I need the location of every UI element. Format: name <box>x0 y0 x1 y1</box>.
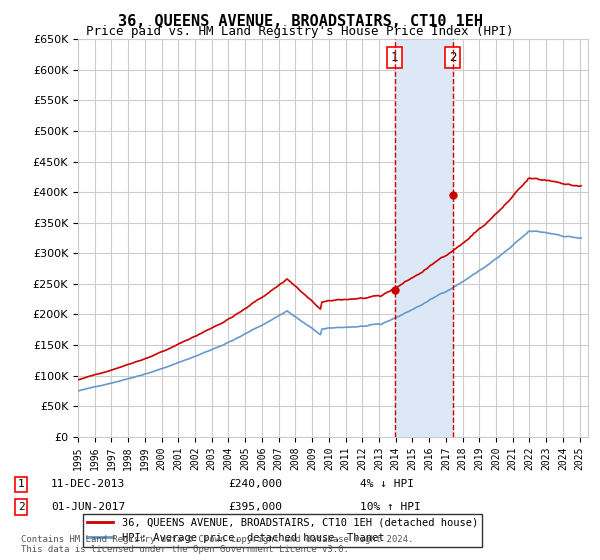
Text: 01-JUN-2017: 01-JUN-2017 <box>51 502 125 512</box>
Text: £395,000: £395,000 <box>228 502 282 512</box>
Text: £240,000: £240,000 <box>228 479 282 489</box>
Text: 2: 2 <box>449 51 457 64</box>
Text: 1: 1 <box>17 479 25 489</box>
Legend: 36, QUEENS AVENUE, BROADSTAIRS, CT10 1EH (detached house), HPI: Average price, d: 36, QUEENS AVENUE, BROADSTAIRS, CT10 1EH… <box>83 514 482 547</box>
Text: 1: 1 <box>391 51 398 64</box>
Text: 2: 2 <box>17 502 25 512</box>
Text: 10% ↑ HPI: 10% ↑ HPI <box>360 502 421 512</box>
Text: Contains HM Land Registry data © Crown copyright and database right 2024.
This d: Contains HM Land Registry data © Crown c… <box>21 535 413 554</box>
Bar <box>395 39 453 437</box>
Text: 36, QUEENS AVENUE, BROADSTAIRS, CT10 1EH: 36, QUEENS AVENUE, BROADSTAIRS, CT10 1EH <box>118 14 482 29</box>
Text: 11-DEC-2013: 11-DEC-2013 <box>51 479 125 489</box>
Text: 4% ↓ HPI: 4% ↓ HPI <box>360 479 414 489</box>
Text: Price paid vs. HM Land Registry's House Price Index (HPI): Price paid vs. HM Land Registry's House … <box>86 25 514 38</box>
